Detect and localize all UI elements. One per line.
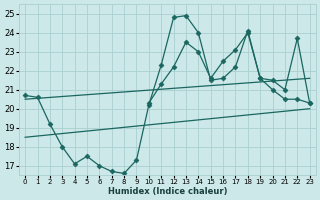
X-axis label: Humidex (Indice chaleur): Humidex (Indice chaleur) — [108, 187, 227, 196]
